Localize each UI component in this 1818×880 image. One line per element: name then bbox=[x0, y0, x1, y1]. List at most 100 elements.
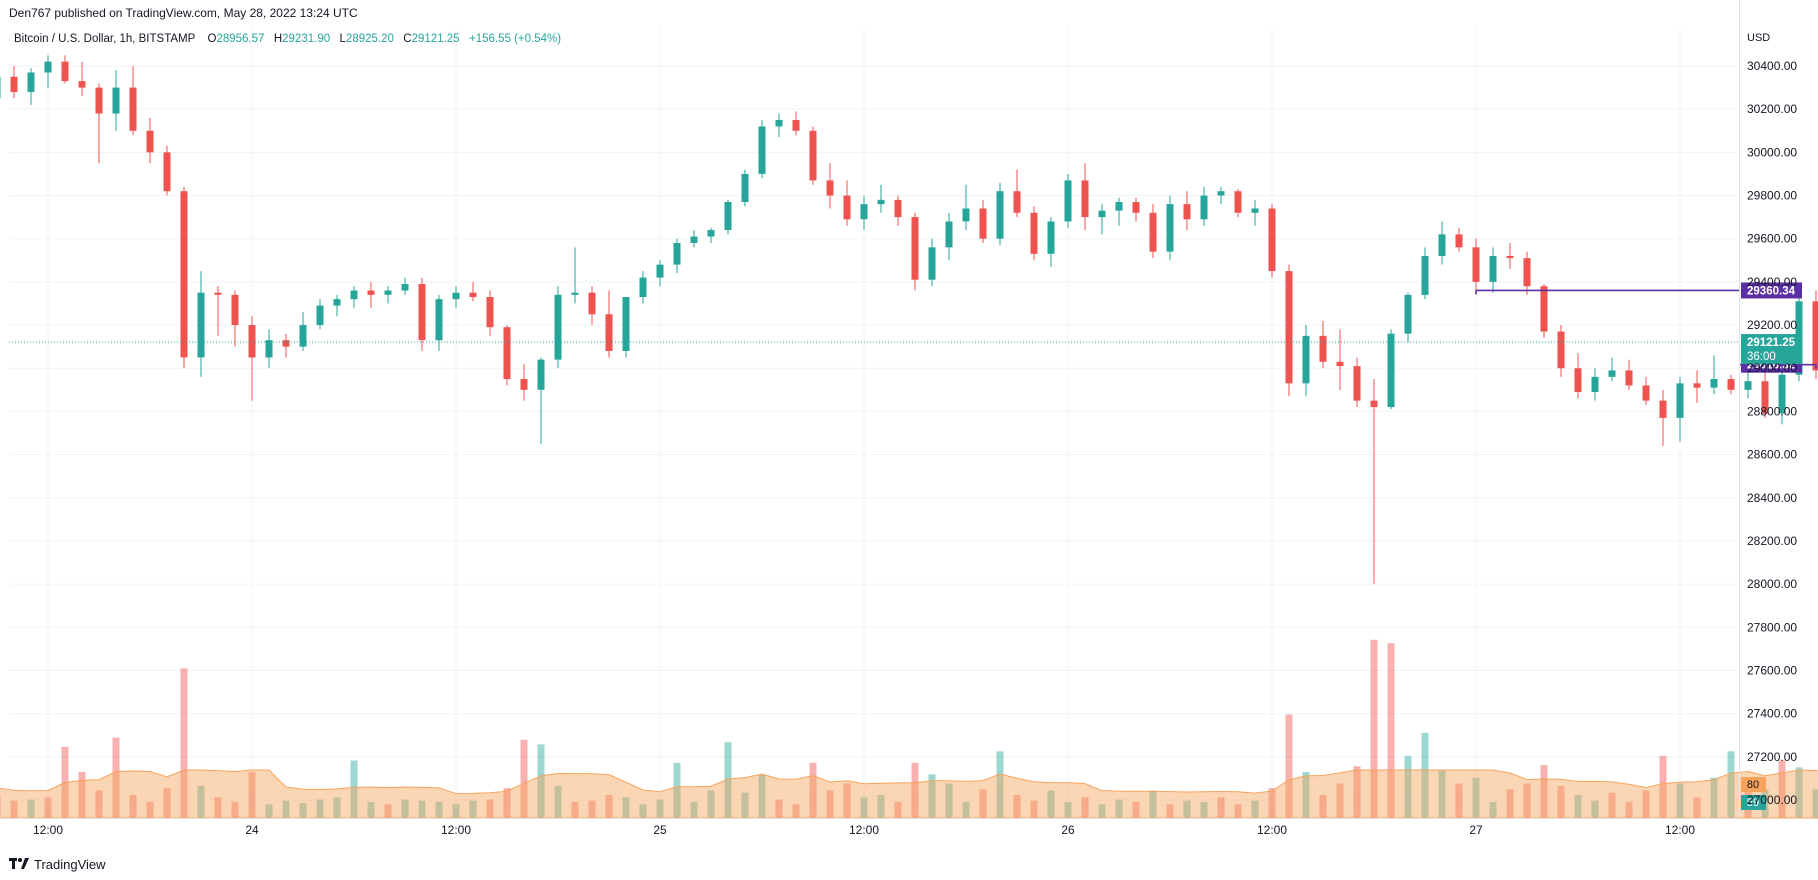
level-price-badge bbox=[1741, 282, 1802, 299]
symbol-legend[interactable]: Bitcoin / U.S. Dollar, 1h, BITSTAMP O289… bbox=[14, 33, 561, 45]
volume-bar bbox=[1115, 799, 1123, 818]
candle-body bbox=[486, 296, 494, 328]
volume-bar bbox=[401, 799, 409, 818]
open-value: 28956.57 bbox=[216, 33, 265, 45]
candle-body bbox=[367, 290, 375, 295]
candle-body bbox=[435, 299, 443, 341]
candle-body bbox=[1115, 202, 1123, 211]
candle-body bbox=[1404, 294, 1412, 334]
candle-body bbox=[724, 202, 732, 231]
volume-bar bbox=[894, 801, 902, 818]
volume-bar bbox=[1217, 797, 1225, 818]
volume-bar bbox=[146, 801, 154, 818]
candle-body bbox=[656, 264, 664, 278]
candle-body bbox=[860, 204, 868, 220]
volume-bar bbox=[1812, 789, 1818, 818]
candle-body bbox=[877, 199, 885, 205]
volume-bar bbox=[1336, 783, 1344, 818]
volume-bar bbox=[44, 797, 52, 818]
volume-bar bbox=[1693, 797, 1701, 818]
candle-body bbox=[1472, 247, 1480, 282]
candle-body bbox=[44, 61, 52, 73]
volume-bar bbox=[1421, 732, 1429, 818]
volume-bar bbox=[911, 762, 919, 818]
candle-body bbox=[1081, 180, 1089, 218]
candle-body bbox=[809, 130, 817, 181]
volume-badge bbox=[1741, 795, 1766, 810]
volume-bar bbox=[1438, 769, 1446, 818]
volume-bar bbox=[860, 797, 868, 818]
volume-bar bbox=[945, 783, 953, 818]
y-tick-label: 28600.00 bbox=[1747, 448, 1797, 462]
candle-body bbox=[1455, 234, 1463, 248]
candle-body bbox=[554, 294, 562, 360]
x-tick-label: 26 bbox=[1061, 823, 1075, 837]
volume-bar bbox=[1574, 795, 1582, 818]
footer-brand[interactable]: TradingView bbox=[9, 852, 106, 876]
close-label: C bbox=[403, 33, 412, 45]
volume-bars bbox=[0, 639, 1818, 818]
candle-body bbox=[146, 130, 154, 153]
volume-bar bbox=[1013, 795, 1021, 818]
volume-bar bbox=[503, 788, 511, 818]
volume-bar bbox=[10, 800, 18, 818]
y-tick-label: 29800.00 bbox=[1747, 189, 1797, 203]
y-tick-label: 27000.00 bbox=[1747, 793, 1797, 807]
x-tick-label: 24 bbox=[245, 823, 259, 837]
candle-body bbox=[639, 277, 647, 297]
y-tick-label: 30400.00 bbox=[1747, 59, 1797, 73]
candle-body bbox=[673, 243, 681, 265]
volume-bar bbox=[1659, 755, 1667, 818]
volume-bar bbox=[1234, 804, 1242, 818]
volume-bar bbox=[1506, 789, 1514, 818]
candle-body bbox=[214, 292, 222, 295]
volume-bar bbox=[826, 790, 834, 818]
candle-body bbox=[265, 340, 273, 358]
volume-bar bbox=[418, 800, 426, 818]
y-tick-label: 28000.00 bbox=[1747, 577, 1797, 591]
candle-body bbox=[707, 230, 715, 237]
volume-bar bbox=[622, 797, 630, 818]
candle-body bbox=[537, 359, 545, 390]
candle-body bbox=[1557, 331, 1565, 369]
candle-body bbox=[503, 327, 511, 380]
candle-body bbox=[180, 191, 188, 358]
y-tick-label: 28400.00 bbox=[1747, 491, 1797, 505]
volume-bar bbox=[1149, 790, 1157, 818]
y-tick-label: 27400.00 bbox=[1747, 707, 1797, 721]
volume-bar bbox=[724, 742, 732, 818]
symbol-name[interactable]: Bitcoin / U.S. Dollar, 1h, BITSTAMP bbox=[14, 33, 196, 45]
y-tick-label: 29000.00 bbox=[1747, 361, 1797, 375]
volume-bar bbox=[486, 799, 494, 818]
volume-bar bbox=[282, 800, 290, 818]
low-label: L bbox=[339, 33, 346, 45]
volume-bar bbox=[690, 801, 698, 818]
y-tick-label: 30000.00 bbox=[1747, 145, 1797, 159]
x-tick-label: 12:00 bbox=[1665, 823, 1695, 837]
volume-bar bbox=[741, 792, 749, 818]
candle-body bbox=[1013, 191, 1021, 213]
candle-body bbox=[1761, 381, 1769, 414]
volume-bar bbox=[265, 804, 273, 818]
candle-body bbox=[1489, 255, 1497, 282]
volume-bar bbox=[537, 744, 545, 818]
candle-body bbox=[1608, 370, 1616, 377]
candle-body bbox=[129, 87, 137, 131]
volume-bar bbox=[639, 804, 647, 818]
candle-body bbox=[1030, 212, 1038, 254]
close-value: 29121.25 bbox=[411, 33, 460, 45]
candle-body bbox=[792, 119, 800, 131]
volume-ma-area bbox=[0, 769, 1818, 819]
volume-bar bbox=[758, 774, 766, 818]
y-tick-label: 27800.00 bbox=[1747, 620, 1797, 634]
candle-body bbox=[741, 173, 749, 203]
volume-bar bbox=[1778, 760, 1786, 818]
candle-body bbox=[758, 126, 766, 174]
volume-bar bbox=[707, 790, 715, 818]
brand-name: TradingView bbox=[34, 856, 106, 872]
volume-bar bbox=[78, 772, 86, 818]
candle-body bbox=[1268, 208, 1276, 272]
volume-bar bbox=[367, 801, 375, 818]
